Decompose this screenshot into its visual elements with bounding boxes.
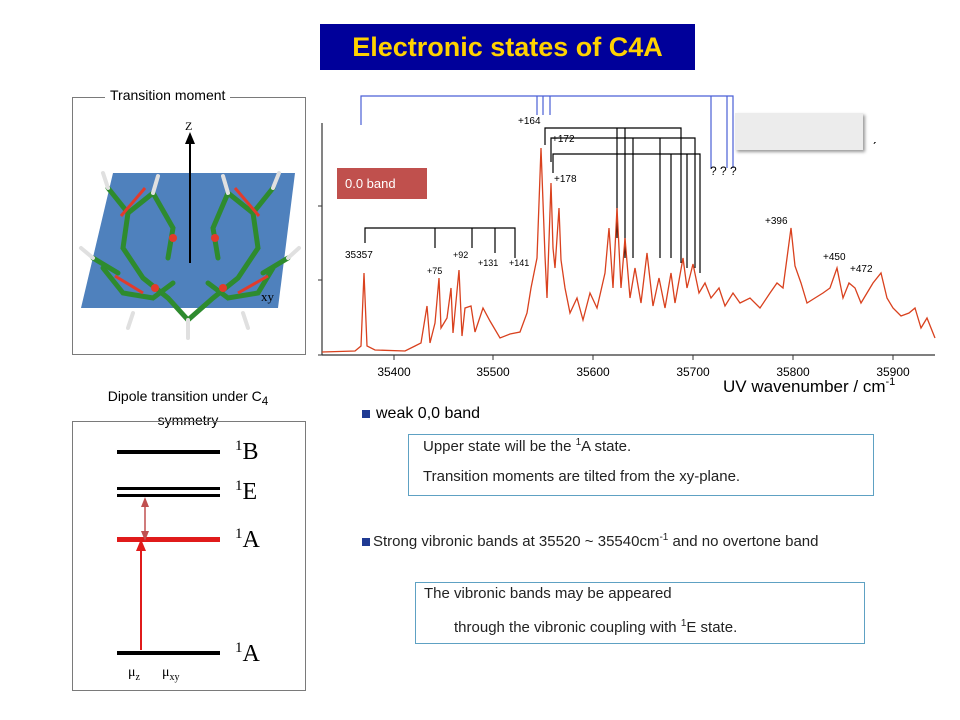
x-tick-label: 35900 <box>876 365 910 379</box>
xy-plane-label: xy <box>261 289 275 304</box>
level-1a-upper-label: 1A <box>235 526 260 553</box>
peak-label: +92 <box>453 250 468 260</box>
transition-moment-panel: Z xy <box>72 97 306 355</box>
peak-label: +178 <box>554 174 577 185</box>
unassigned-bands-label: ? ? ? <box>710 164 737 178</box>
peak-label: +75 <box>427 266 442 276</box>
blank-callout-box <box>735 113 863 150</box>
peak-label: +172 <box>552 134 575 145</box>
dipole-transition-panel <box>72 421 306 691</box>
peak-label: +450 <box>823 252 846 263</box>
transition-moment-label: Transition moment <box>105 87 231 103</box>
weak-band-bullet: weak 0,0 band <box>362 405 480 423</box>
peak-label: +164 <box>518 116 541 127</box>
peak-label: +396 <box>765 216 788 227</box>
level-1e-line-lower <box>117 494 220 497</box>
slide-title: Electronic states of C4A <box>320 24 695 70</box>
tilted-moment-text: Transition moments are tilted from the x… <box>423 468 741 485</box>
x-tick-label: 35500 <box>476 365 510 379</box>
level-1b-label: 1B <box>235 438 259 465</box>
level-1a-ground-line <box>117 651 220 655</box>
uv-spectrum: +164 +172 +178 35357 +92 +75 +131 +141 +… <box>318 95 936 396</box>
peak-label: +141 <box>509 258 529 268</box>
transition-arrows <box>136 497 149 650</box>
upper-state-text: Upper state will be the 1A state. <box>423 437 632 455</box>
zero-zero-band-label: 0.0 band <box>337 168 427 199</box>
peak-label: +472 <box>850 264 873 275</box>
x-tick-label: 35400 <box>377 365 411 379</box>
z-axis-label: Z <box>185 119 192 133</box>
peak-label: 35357 <box>345 250 373 261</box>
x-tick-label: 35600 <box>576 365 610 379</box>
x-axis-label: UV wavenumber / cm-1 <box>723 376 895 396</box>
vibronic-text-line1: The vibronic bands may be appeared <box>424 585 672 602</box>
level-1e-line-upper <box>117 487 220 490</box>
level-1a-ground-label: 1A <box>235 640 260 667</box>
dipole-panel-title: Dipole transition under C4 symmetry <box>107 388 269 428</box>
mu-z-label: μz <box>128 665 140 683</box>
level-1e-label: 1E <box>235 478 258 505</box>
bullet-icon <box>362 410 370 418</box>
vibronic-coupling-note-box: The vibronic bands may be appeared throu… <box>415 582 865 644</box>
peak-label: +131 <box>478 258 498 268</box>
level-1a-upper-line <box>117 537 220 542</box>
level-1b-line <box>117 450 220 454</box>
mu-xy-label: μxy <box>162 665 180 683</box>
x-tick-label: 35700 <box>676 365 710 379</box>
upper-state-note-box: Upper state will be the 1A state. Transi… <box>408 434 874 496</box>
comma-mark: ˏ <box>872 128 877 144</box>
strong-vibronic-bullet: Strong vibronic bands at 35520 ~ 35540cm… <box>362 532 818 550</box>
bullet-icon <box>362 538 370 546</box>
vibronic-text-line2: through the vibronic coupling with 1E st… <box>454 618 738 636</box>
x-tick-label: 35800 <box>776 365 810 379</box>
z-axis-arrowhead <box>185 132 195 144</box>
molecule-illustration: Z xy <box>79 119 301 340</box>
